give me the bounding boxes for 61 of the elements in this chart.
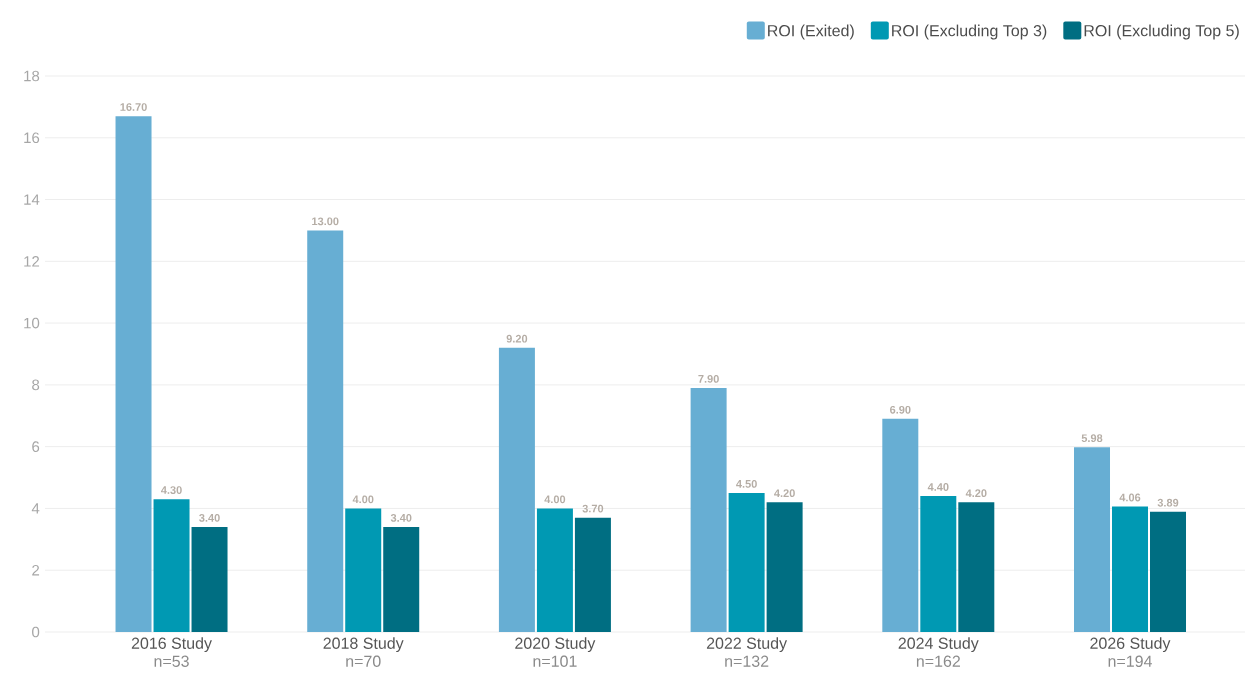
bar bbox=[728, 492, 765, 632]
y-tick-label: 0 bbox=[32, 626, 40, 638]
data-label: 4.40 bbox=[927, 483, 949, 491]
y-tick-label: 4 bbox=[31, 503, 40, 514]
data-label: 16.70 bbox=[120, 103, 147, 111]
bar bbox=[1112, 506, 1149, 632]
bar bbox=[498, 347, 535, 632]
bar bbox=[882, 418, 919, 632]
x-tick-label: 2018 Study bbox=[323, 637, 404, 653]
bar bbox=[191, 526, 228, 632]
y-tick-label: 14 bbox=[24, 194, 40, 205]
legend-label: ROI (Excluding Top 5) bbox=[1084, 24, 1239, 40]
y-tick-label: 2 bbox=[32, 564, 40, 576]
text: n=194 bbox=[1108, 655, 1152, 667]
y-tick-label: 10 bbox=[24, 317, 40, 329]
y-tick-label: 6 bbox=[32, 441, 40, 452]
bar bbox=[383, 526, 420, 632]
data-label: 3.89 bbox=[1157, 498, 1179, 507]
bar bbox=[690, 387, 727, 632]
bar bbox=[958, 502, 995, 632]
data-label: 5.98 bbox=[1081, 434, 1103, 443]
bar bbox=[536, 508, 573, 632]
y-tick-label: 8 bbox=[32, 379, 40, 391]
data-label: 7.90 bbox=[698, 374, 719, 383]
x-tick-label: 2026 Study bbox=[1090, 637, 1171, 653]
data-label: 4.00 bbox=[544, 495, 566, 504]
text: n=101 bbox=[533, 655, 577, 667]
data-label: 13.00 bbox=[312, 217, 339, 226]
y-tick-label: 12 bbox=[24, 256, 40, 267]
text: n=132 bbox=[725, 655, 769, 667]
legend-label: ROI (Exited) bbox=[768, 24, 854, 40]
bar bbox=[115, 116, 152, 632]
bar bbox=[1074, 447, 1110, 632]
data-label: 4.50 bbox=[736, 480, 757, 488]
data-label: 3.70 bbox=[582, 504, 604, 513]
text: n=162 bbox=[916, 655, 960, 667]
bar bbox=[766, 502, 803, 632]
data-label: 3.40 bbox=[390, 513, 412, 522]
legend-label: ROI (Excluding Top 3) bbox=[892, 24, 1047, 40]
x-tick-label: 2024 Study bbox=[898, 637, 979, 653]
data-label: 4.20 bbox=[774, 489, 795, 498]
data-label: 9.20 bbox=[506, 334, 528, 343]
data-label: 4.30 bbox=[161, 486, 182, 494]
data-label: 3.40 bbox=[199, 513, 220, 522]
x-tick-label: 2022 Study bbox=[706, 637, 788, 653]
data-label: 4.06 bbox=[1119, 493, 1141, 502]
data-label: 4.00 bbox=[352, 495, 374, 504]
y-tick-label: 18 bbox=[24, 70, 40, 82]
x-tick-label: 2020 Study bbox=[515, 637, 596, 653]
bar bbox=[345, 508, 382, 632]
text: n=53 bbox=[154, 655, 189, 667]
bar bbox=[920, 496, 957, 632]
data-label: 4.20 bbox=[965, 489, 987, 498]
bar bbox=[153, 499, 190, 632]
bar bbox=[1150, 511, 1187, 632]
bar bbox=[574, 517, 611, 632]
data-label: 6.90 bbox=[890, 405, 911, 414]
text: n=70 bbox=[346, 655, 381, 667]
bar bbox=[307, 230, 344, 632]
x-tick-label: 2016 Study bbox=[131, 637, 212, 653]
y-tick-label: 16 bbox=[24, 132, 40, 144]
